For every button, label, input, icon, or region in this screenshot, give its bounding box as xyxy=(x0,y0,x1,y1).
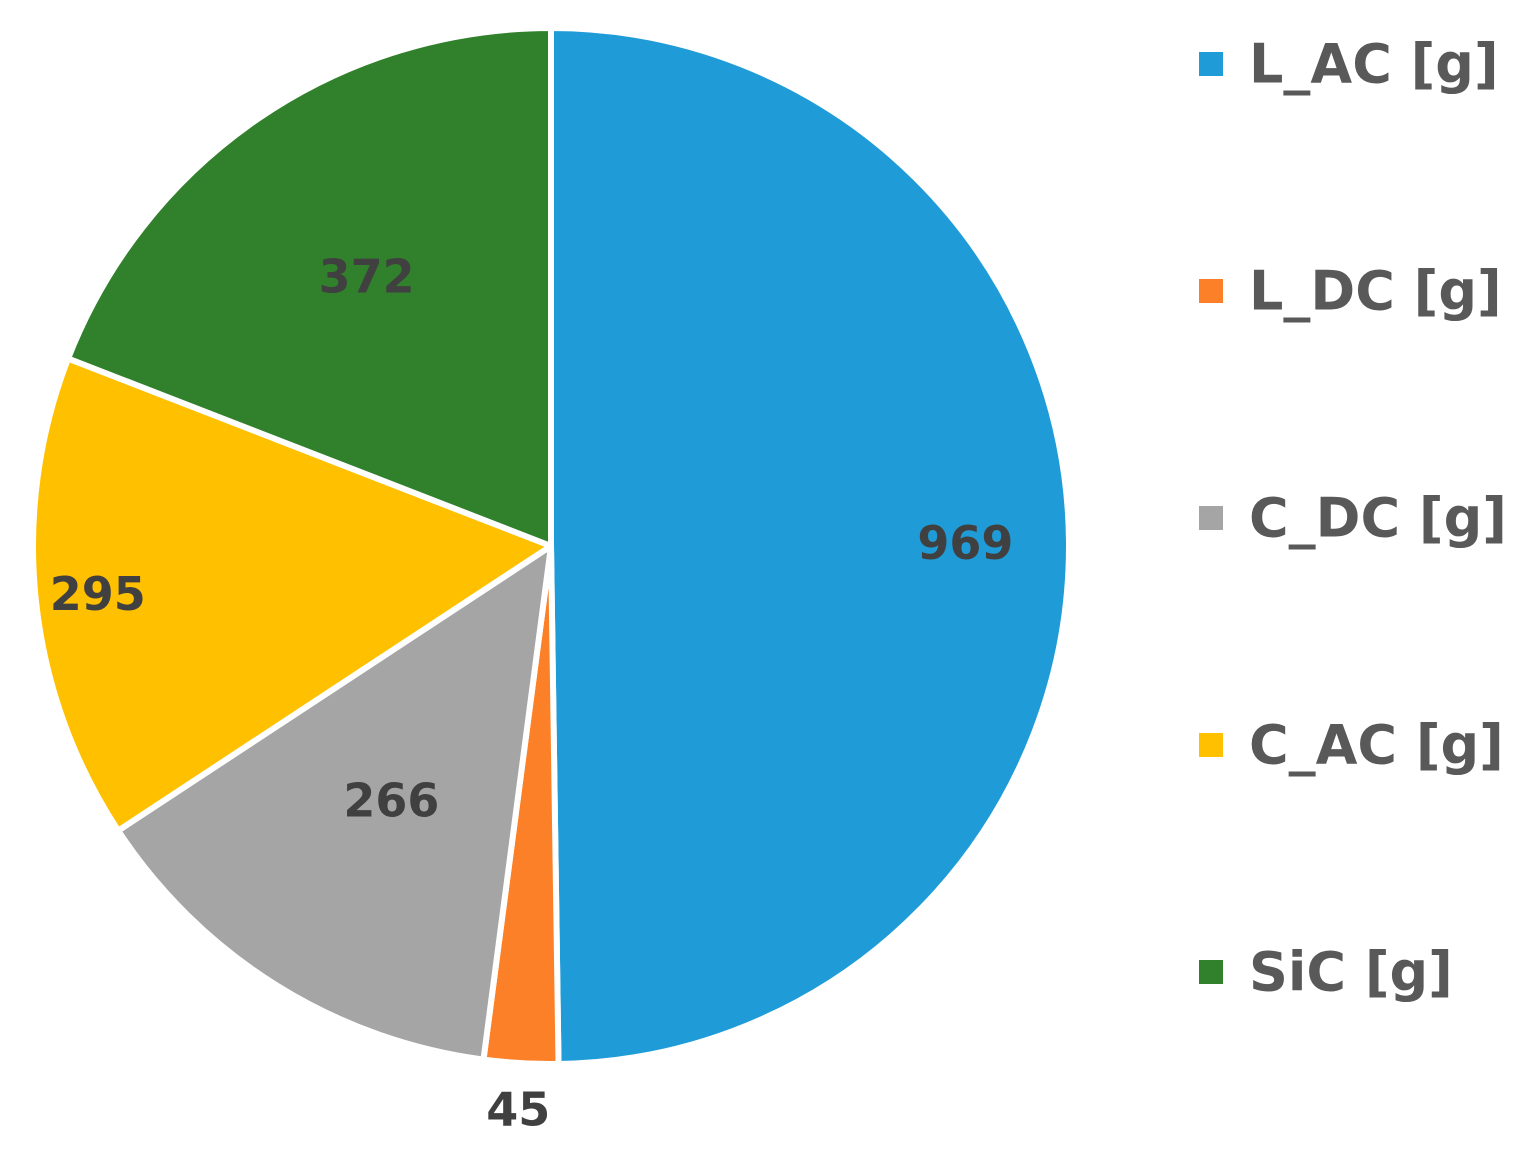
data-label-c-dc: 266 xyxy=(343,774,439,828)
data-label-l-ac: 969 xyxy=(917,516,1013,570)
legend-swatch xyxy=(1199,52,1223,76)
legend-swatch xyxy=(1199,733,1223,757)
legend-item-c-dc: C_DC [g] xyxy=(1199,487,1507,550)
data-labels: 969 45 266 295 372 xyxy=(50,250,1014,1137)
legend-item-c-ac: C_AC [g] xyxy=(1199,714,1504,777)
pie-slices xyxy=(30,25,1073,1067)
pie-slice-c-ac xyxy=(30,355,554,834)
pie-slice-c-dc xyxy=(115,543,554,1063)
data-label-c-ac: 295 xyxy=(50,567,146,621)
legend-label: C_DC [g] xyxy=(1249,487,1507,550)
pie-slice-l-ac xyxy=(548,25,1073,1067)
data-label-l-dc: 45 xyxy=(486,1083,550,1137)
data-label-sic: 372 xyxy=(319,250,415,304)
legend-item-l-dc: L_DC [g] xyxy=(1199,260,1502,323)
legend-swatch xyxy=(1199,960,1223,984)
legend-label: C_AC [g] xyxy=(1249,714,1504,777)
legend-label: L_AC [g] xyxy=(1249,33,1499,96)
legend-item-sic: SiC [g] xyxy=(1199,941,1453,1004)
pie-slice-sic xyxy=(65,25,554,549)
legend: L_AC [g] L_DC [g] C_DC [g] C_AC [g] SiC [g] xyxy=(1199,33,1507,1004)
legend-swatch xyxy=(1199,279,1223,303)
legend-item-l-ac: L_AC [g] xyxy=(1199,33,1499,96)
legend-swatch xyxy=(1199,506,1223,530)
legend-label: L_DC [g] xyxy=(1249,260,1502,323)
legend-label: SiC [g] xyxy=(1249,941,1453,1004)
